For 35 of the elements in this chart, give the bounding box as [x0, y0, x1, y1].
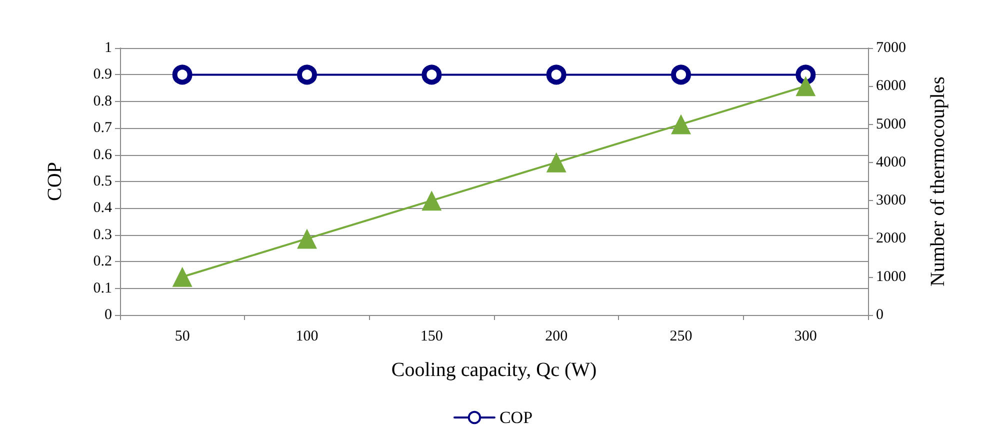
y2-tick-label: 2000: [876, 230, 906, 247]
point: [671, 114, 691, 134]
y2-tick-label: 5000: [876, 116, 906, 132]
x-tick-label: 250: [670, 328, 692, 344]
x-tick-label: 100: [296, 328, 318, 344]
point: [297, 228, 317, 249]
y-axis-title: COP: [44, 162, 66, 201]
point: [172, 266, 192, 287]
y-tick-label: 0.8: [93, 93, 112, 110]
y-tick-label: 0.7: [93, 120, 112, 136]
y-tick-label: 0: [104, 307, 112, 323]
x-tick-label: 50: [174, 328, 190, 344]
y2-tick-label: 7000: [876, 40, 906, 56]
y-tick-label: 1: [104, 40, 112, 56]
legend-label: COP: [499, 408, 533, 427]
y2-tick-label: 6000: [876, 78, 906, 94]
point: [796, 76, 816, 96]
y-tick-label: 0.3: [93, 226, 112, 243]
y-tick-label: 0.2: [93, 254, 112, 270]
point: [422, 190, 442, 211]
y2-tick-label: 3000: [876, 192, 906, 209]
y-tick-label: 0.4: [93, 200, 112, 216]
y2-tick-label: 0: [876, 307, 884, 323]
point: [546, 152, 566, 172]
x-axis-title: Cooling capacity, Qc (W): [391, 359, 597, 381]
x-tick-label: 150: [420, 328, 443, 344]
y-tick-label: 0.9: [93, 66, 112, 83]
y-tick-label: 0.1: [93, 280, 112, 296]
x-tick-label: 200: [545, 328, 568, 344]
x-tick-label: 300: [794, 328, 817, 344]
y2-tick-label: 1000: [876, 268, 906, 285]
y-tick-label: 0.6: [93, 146, 112, 163]
y2-axis-title: Number of thermocouples: [927, 76, 949, 286]
y-tick-label: 0.5: [93, 174, 112, 190]
y2-tick-label: 4000: [876, 154, 906, 170]
